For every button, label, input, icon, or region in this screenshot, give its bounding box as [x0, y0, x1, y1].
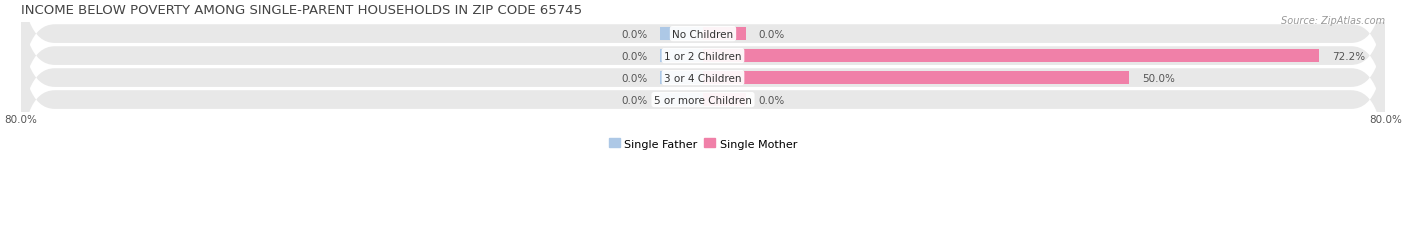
Text: Source: ZipAtlas.com: Source: ZipAtlas.com: [1281, 16, 1385, 26]
Bar: [661, 71, 703, 85]
Text: 1 or 2 Children: 1 or 2 Children: [664, 51, 742, 61]
Text: 0.0%: 0.0%: [621, 30, 648, 40]
Text: 72.2%: 72.2%: [1331, 51, 1365, 61]
Text: 0.0%: 0.0%: [758, 95, 785, 105]
FancyBboxPatch shape: [21, 0, 1385, 113]
Legend: Single Father, Single Mother: Single Father, Single Mother: [605, 134, 801, 153]
Bar: [703, 28, 745, 41]
Text: 0.0%: 0.0%: [621, 73, 648, 83]
Text: 0.0%: 0.0%: [621, 95, 648, 105]
Text: 50.0%: 50.0%: [1142, 73, 1175, 83]
Bar: [661, 50, 703, 63]
FancyBboxPatch shape: [21, 0, 1385, 157]
Text: INCOME BELOW POVERTY AMONG SINGLE-PARENT HOUSEHOLDS IN ZIP CODE 65745: INCOME BELOW POVERTY AMONG SINGLE-PARENT…: [21, 4, 582, 17]
Bar: [661, 28, 703, 41]
Bar: [661, 93, 703, 107]
Text: 0.0%: 0.0%: [758, 30, 785, 40]
Text: 0.0%: 0.0%: [621, 51, 648, 61]
Text: No Children: No Children: [672, 30, 734, 40]
Bar: [703, 71, 1129, 85]
Bar: [703, 93, 745, 107]
Text: 3 or 4 Children: 3 or 4 Children: [664, 73, 742, 83]
Text: 5 or more Children: 5 or more Children: [654, 95, 752, 105]
FancyBboxPatch shape: [21, 0, 1385, 135]
FancyBboxPatch shape: [21, 22, 1385, 178]
Bar: [703, 50, 1319, 63]
